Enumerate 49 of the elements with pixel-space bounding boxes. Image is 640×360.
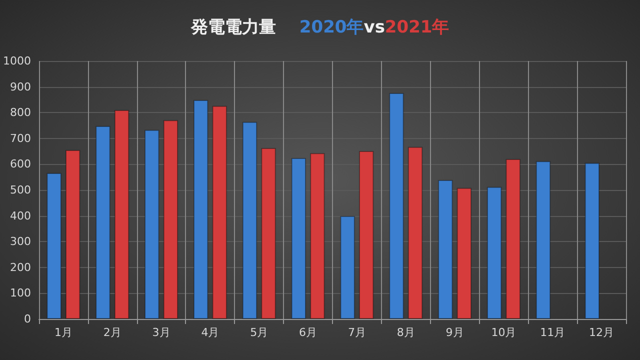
x-tick-label: 6月	[299, 326, 318, 339]
bar	[506, 159, 520, 319]
bar	[389, 92, 404, 319]
bar	[261, 148, 276, 319]
chart-title: 発電電力量	[190, 18, 276, 38]
x-tick-label: 5月	[250, 326, 268, 339]
y-tick-label: 800	[10, 106, 31, 120]
bar	[242, 122, 258, 319]
bar	[310, 153, 325, 319]
text: vs	[364, 18, 385, 38]
bar	[46, 172, 62, 319]
bar	[438, 180, 453, 319]
x-tick-label: 11月	[540, 326, 566, 339]
bar	[584, 162, 600, 319]
bar	[212, 106, 227, 319]
bar	[359, 151, 374, 319]
bar	[486, 186, 502, 319]
bar	[66, 150, 80, 319]
x-tick-label: 3月	[152, 326, 170, 339]
x-tick-label: 2月	[103, 326, 122, 339]
bar	[193, 100, 208, 319]
x-tick-label: 7月	[348, 326, 366, 339]
bar	[536, 161, 551, 319]
y-tick-label: 700	[10, 132, 31, 145]
y-tick-label: 0	[24, 312, 31, 326]
text: 2021年	[384, 18, 450, 38]
bar	[114, 110, 130, 319]
x-tick-label: 8月	[396, 326, 415, 339]
text: 2020年	[299, 18, 364, 38]
bar	[163, 120, 178, 319]
y-tick-label: 100	[10, 286, 31, 300]
bar	[291, 158, 306, 319]
x-tick-label: 1月	[54, 326, 72, 339]
y-tick-label: 300	[10, 235, 31, 248]
y-tick-label: 500	[10, 184, 31, 196]
bar	[96, 126, 110, 319]
bar	[408, 146, 423, 319]
x-tick-label: 4月	[201, 326, 220, 339]
bar	[340, 216, 355, 319]
x-tick-label: 10月	[491, 326, 516, 339]
x-tick-label: 12月	[589, 326, 614, 339]
y-tick-label: 200	[10, 260, 31, 274]
bar	[456, 188, 472, 319]
bar	[144, 130, 160, 319]
y-tick-label: 900	[10, 80, 31, 94]
x-tick-label: 9月	[446, 326, 464, 339]
y-tick-label: 400	[10, 209, 31, 222]
y-tick-label: 1000	[2, 54, 31, 68]
y-tick-label: 600	[10, 158, 31, 171]
